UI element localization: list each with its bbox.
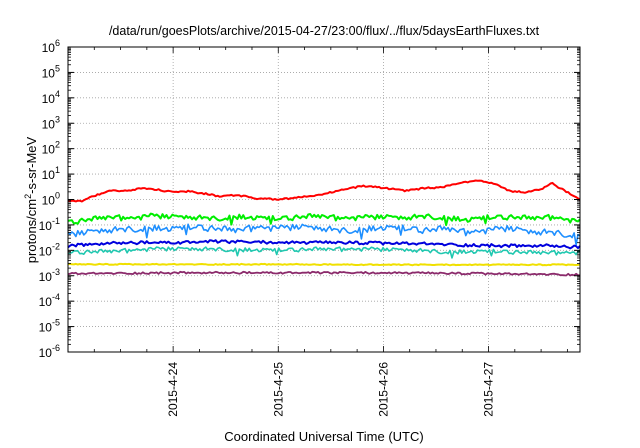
y-tick-label: 103 <box>42 114 60 131</box>
y-tick-label: 10-6 <box>39 343 60 360</box>
y-tick-label: 106 <box>42 38 60 55</box>
y-tick-label-base: 10 <box>39 295 53 309</box>
y-tick-label-base: 10 <box>42 117 56 131</box>
y-tick-label-base: 10 <box>42 194 56 208</box>
series-line-5 <box>67 262 581 267</box>
series-line-0 <box>67 179 581 203</box>
y-tick-label-base: 10 <box>42 41 56 55</box>
y-tick-label: 105 <box>42 63 60 80</box>
y-tick-label-base: 10 <box>42 143 56 157</box>
y-tick-label-base: 10 <box>39 219 53 233</box>
y-tick-label-exponent: 4 <box>55 89 60 99</box>
y-tick-label-base: 10 <box>39 270 53 284</box>
y-tick-label: 100 <box>42 191 60 208</box>
x-tick-label: 2015-4-27 <box>482 362 496 417</box>
series-lines <box>67 179 581 277</box>
y-tick-label-exponent: -6 <box>52 343 60 353</box>
series-line-3 <box>67 239 581 250</box>
y-axis-title-suffix: -s-sr-MeV <box>24 136 39 193</box>
y-tick-label: 10-4 <box>39 292 60 309</box>
y-tick-label: 104 <box>42 89 60 106</box>
y-tick-label-base: 10 <box>39 321 53 335</box>
y-tick-label: 10-2 <box>39 241 60 258</box>
series-line-4 <box>67 246 581 259</box>
y-tick-label-base: 10 <box>42 66 56 80</box>
chart-title: /data/run/goesPlots/archive/2015-04-27/2… <box>109 24 540 38</box>
y-tick-label-exponent: 2 <box>55 140 60 150</box>
y-tick-label-base: 10 <box>42 168 56 182</box>
y-tick-label-exponent: 6 <box>55 38 60 48</box>
x-axis-title: Coordinated Universal Time (UTC) <box>224 429 423 444</box>
series-line-2 <box>67 223 581 246</box>
y-tick-label-exponent: -2 <box>52 241 60 251</box>
y-axis-title: protons/cm2-s-sr-MeV <box>23 136 39 263</box>
y-tick-label-base: 10 <box>39 244 53 258</box>
axis-ticks: 10610510410310210110010-110-210-310-410-… <box>39 38 580 417</box>
y-tick-label: 102 <box>42 140 60 157</box>
y-tick-label-exponent: 0 <box>55 191 60 201</box>
y-tick-label-exponent: -5 <box>52 318 60 328</box>
y-tick-label-exponent: -3 <box>52 267 60 277</box>
x-tick-label: 2015-4-24 <box>166 362 180 417</box>
x-tick-label: 2015-4-26 <box>376 362 390 417</box>
y-tick-label-exponent: 3 <box>55 114 60 124</box>
y-tick-label-exponent: -1 <box>52 216 60 226</box>
y-tick-label: 10-3 <box>39 267 60 284</box>
x-tick-label: 2015-4-25 <box>271 362 285 417</box>
y-tick-label: 101 <box>42 165 60 182</box>
y-axis-title-prefix: protons/cm <box>24 199 39 263</box>
y-tick-label-base: 10 <box>42 92 56 106</box>
y-axis-title-sup: 2 <box>23 194 33 199</box>
y-tick-label-exponent: 1 <box>55 165 60 175</box>
grid-lines <box>68 47 580 352</box>
y-tick-label-exponent: 5 <box>55 63 60 73</box>
y-tick-label-exponent: -4 <box>52 292 60 302</box>
y-tick-label: 10-1 <box>39 216 60 233</box>
y-tick-label-base: 10 <box>39 346 53 360</box>
y-tick-label: 10-5 <box>39 318 60 335</box>
series-line-1 <box>67 212 581 227</box>
series-line-6 <box>67 270 581 277</box>
